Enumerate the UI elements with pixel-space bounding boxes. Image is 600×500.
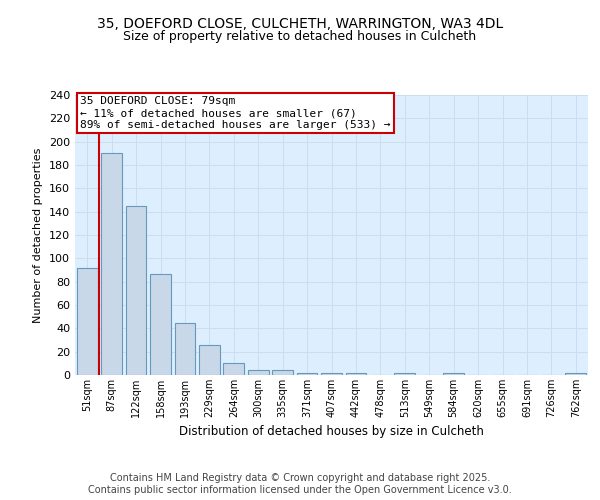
Bar [77, 268, 98, 375]
Text: Contains HM Land Registry data © Crown copyright and database right 2025.
Contai: Contains HM Land Registry data © Crown c… [88, 474, 512, 495]
Bar [296, 372, 317, 375]
Bar [321, 372, 342, 375]
Bar [175, 322, 196, 375]
Bar [223, 364, 244, 375]
Bar [248, 370, 269, 375]
Bar [150, 274, 171, 375]
Bar [272, 370, 293, 375]
Bar [394, 372, 415, 375]
Bar [565, 372, 586, 375]
Text: Size of property relative to detached houses in Culcheth: Size of property relative to detached ho… [124, 30, 476, 43]
Y-axis label: Number of detached properties: Number of detached properties [34, 148, 43, 322]
Bar [346, 372, 367, 375]
X-axis label: Distribution of detached houses by size in Culcheth: Distribution of detached houses by size … [179, 426, 484, 438]
Bar [199, 344, 220, 375]
Bar [125, 206, 146, 375]
Bar [443, 372, 464, 375]
Text: 35, DOEFORD CLOSE, CULCHETH, WARRINGTON, WA3 4DL: 35, DOEFORD CLOSE, CULCHETH, WARRINGTON,… [97, 18, 503, 32]
Bar [101, 154, 122, 375]
Text: 35 DOEFORD CLOSE: 79sqm
← 11% of detached houses are smaller (67)
89% of semi-de: 35 DOEFORD CLOSE: 79sqm ← 11% of detache… [80, 96, 391, 130]
